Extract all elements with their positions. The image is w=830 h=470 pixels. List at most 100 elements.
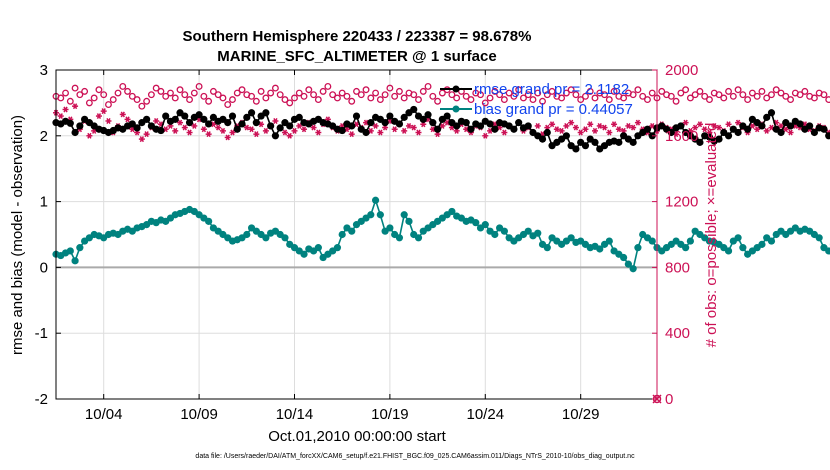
obs-possible-point (338, 89, 346, 97)
y-right-tick-label: 400 (665, 325, 690, 342)
rmse-point (810, 128, 819, 137)
bias-point (348, 227, 356, 235)
obs-possible-point (734, 86, 742, 94)
obs-evaluated-point (100, 108, 107, 115)
obs-possible-point (534, 89, 542, 97)
legend-rmse-marker (452, 85, 460, 93)
bias-point (71, 257, 79, 265)
bias-point (634, 244, 642, 252)
obs-evaluated-point (57, 113, 64, 120)
rmse-point (758, 122, 766, 130)
obs-possible-point (500, 96, 508, 104)
obs-possible-point (605, 96, 613, 104)
obs-possible-point (343, 92, 351, 100)
rmse-point (796, 120, 804, 128)
obs-possible-point (672, 97, 680, 105)
data-file-footer: data file: /Users/raeder/DAI/ATM_forcXX/… (195, 453, 635, 460)
obs-possible-point (119, 82, 127, 90)
obs-possible-point (725, 87, 732, 95)
obs-possible-point (601, 91, 608, 99)
y-left-tick-label: -2 (35, 391, 48, 408)
obs-possible-point (739, 91, 747, 99)
obs-possible-point (562, 89, 570, 97)
obs-evaluated-point (377, 129, 384, 136)
obs-possible-point (162, 92, 170, 100)
rmse-point (128, 120, 136, 128)
obs-possible-point (57, 94, 65, 102)
obs-possible-point (186, 96, 194, 104)
rmse-point (362, 128, 370, 137)
obs-evaluated-point (138, 136, 145, 143)
obs-possible-point (620, 94, 628, 102)
obs-possible-point (319, 87, 327, 95)
obs-possible-point (629, 91, 637, 99)
obs-possible-point (286, 99, 294, 107)
rmse-point (205, 120, 213, 128)
obs-evaluated-point (782, 126, 789, 133)
obs-possible-point (395, 87, 403, 95)
rmse-point (443, 112, 451, 120)
obs-evaluated-point (153, 118, 160, 124)
bias-point (414, 234, 423, 242)
bias-point (543, 244, 551, 252)
obs-possible-point (682, 86, 690, 94)
rmse-point (267, 122, 275, 130)
rmse-point (386, 112, 394, 120)
obs-possible-point (205, 97, 213, 105)
obs-possible-point (267, 89, 275, 97)
y-left-tick-label: 3 (40, 62, 48, 79)
x-tick-label: 10/24 (467, 406, 505, 423)
obs-possible-point (114, 89, 122, 97)
obs-possible-point (200, 92, 208, 100)
obs-evaluated-point (296, 122, 303, 129)
obs-possible-point (701, 92, 709, 100)
rmse-point (171, 115, 179, 123)
obs-possible-point (772, 86, 780, 94)
obs-evaluated-point (72, 103, 79, 110)
rmse-point (76, 122, 84, 130)
obs-possible-point (448, 91, 456, 99)
y-right-tick-label: 1600 (665, 128, 698, 145)
rmse-point (615, 138, 623, 146)
rmse-point (338, 126, 346, 135)
obs-evaluated-point (754, 126, 761, 133)
y-right-tick-label: 1200 (665, 194, 698, 211)
obs-evaluated-point (62, 106, 69, 113)
obs-evaluated-point (262, 127, 269, 134)
obs-evaluated-point (501, 129, 508, 136)
bias-point (767, 237, 776, 245)
rmse-point (825, 132, 830, 140)
rmse-point (247, 109, 256, 117)
y-axis-left: 3 2 1 0 -1 -2 (35, 62, 61, 408)
obs-possible-point (157, 87, 165, 95)
bias-point (300, 250, 308, 258)
rmse-point (515, 119, 523, 127)
rmse-point (744, 125, 752, 133)
obs-possible-point (133, 96, 141, 104)
obs-evaluated-point (577, 129, 584, 136)
obs-possible-point (291, 94, 298, 102)
x-tick-label: 10/09 (180, 406, 218, 423)
obs-possible-point (143, 97, 151, 105)
bias-point (262, 234, 270, 242)
y-axis-right-label: # of obs: o=possible; ×=evaluated (703, 123, 720, 348)
obs-possible-point (257, 87, 265, 95)
right-axis-obs-marker (652, 394, 662, 404)
obs-evaluated-point (205, 131, 212, 138)
rmse-point (786, 122, 795, 130)
rmse-point (510, 125, 518, 133)
obs-evaluated-point (682, 119, 689, 126)
y-right-tick-label: 800 (665, 259, 690, 276)
obs-possible-point (477, 91, 484, 99)
obs-possible-point (510, 92, 518, 100)
legend-bias-marker (452, 105, 460, 113)
obs-possible-point (381, 91, 389, 99)
rmse-point (734, 128, 742, 137)
legend-bias-label: bias grand pr = 0.44057 (474, 101, 633, 118)
x-tick-label: 10/29 (562, 406, 600, 423)
obs-evaluated-point (630, 124, 637, 131)
obs-evaluated-point (286, 132, 293, 139)
obs-possible-point (820, 91, 828, 99)
obs-possible-point (787, 96, 795, 104)
obs-possible-point (610, 87, 618, 95)
